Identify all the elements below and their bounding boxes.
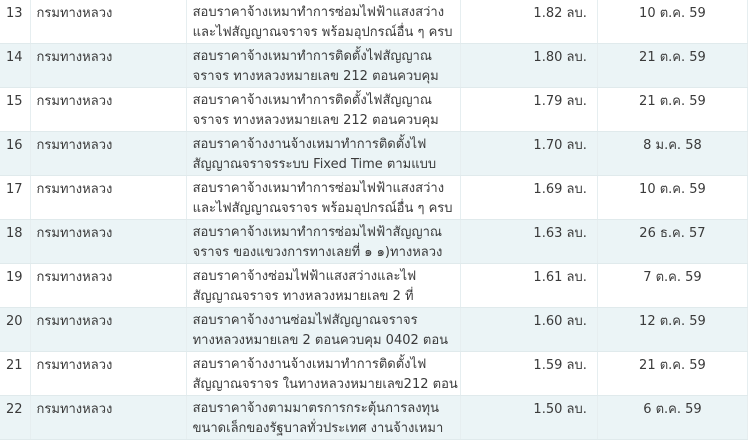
project-title-line-1[interactable]: สอบราคาจ้างเหมาทำการซ่อมไฟฟ้าแสงสว่าง [192,181,445,196]
project-title-line-1[interactable]: สอบราคาจ้างงานจ้างเหมาทำการติดตั้งไฟ [192,357,427,372]
date-cell: 7 ต.ค. 59 [597,263,749,308]
project-title-cell[interactable]: สอบราคาจ้างเหมาทำการติดตั้งไฟสัญญาณ จราจ… [186,43,461,88]
table-row: 13 กรมทางหลวง สอบราคาจ้างเหมาทำการซ่อมไฟ… [0,0,749,44]
table-row: 22 กรมทางหลวง สอบราคาจ้างตามมาตรการกระตุ… [0,395,749,440]
table-row: 19 กรมทางหลวง สอบราคาจ้างซ่อมไฟฟ้าแสงสว่… [0,263,749,308]
table-row: 16 กรมทางหลวง สอบราคาจ้างงานจ้างเหมาทำกา… [0,131,749,176]
agency-cell: กรมทางหลวง [30,131,187,176]
project-title-line-2[interactable]: จราจร ของแขวงการทางเลยที่ ๑ ๑)ทางหลวง [192,245,443,260]
project-title-cell[interactable]: สอบราคาจ้างเหมาทำการซ่อมไฟฟ้าแสงสว่าง แล… [186,0,461,44]
date-cell: 21 ต.ค. 59 [597,43,749,88]
row-number: 15 [0,87,31,132]
project-title-cell[interactable]: สอบราคาจ้างงานจ้างเหมาทำการติดตั้งไฟ สัญ… [186,351,461,396]
project-title-cell[interactable]: สอบราคาจ้างเหมาทำการซ่อมไฟฟ้าแสงสว่าง แล… [186,175,461,220]
date-cell: 8 ม.ค. 58 [597,131,749,176]
agency-cell: กรมทางหลวง [30,351,187,396]
date-cell: 26 ธ.ค. 57 [597,219,749,264]
budget-amount-cell: 1.79 ลบ. [460,87,598,132]
agency-cell: กรมทางหลวง [30,175,187,220]
project-title-line-1[interactable]: สอบราคาจ้างตามมาตรการกระตุ้นการลงทุน [192,401,439,416]
agency-cell: กรมทางหลวง [30,307,187,352]
project-title-line-1[interactable]: สอบราคาจ้างเหมาทำการติดตั้งไฟสัญญาณ [192,49,432,64]
project-title-line-1[interactable]: สอบราคาจ้างเหมาทำการซ่อมไฟฟ้าแสงสว่าง [192,5,445,20]
project-title-cell[interactable]: สอบราคาจ้างงานจ้างเหมาทำการติดตั้งไฟ สัญ… [186,131,461,176]
row-number: 16 [0,131,31,176]
row-number: 21 [0,351,31,396]
table-row: 15 กรมทางหลวง สอบราคาจ้างเหมาทำการติดตั้… [0,87,749,132]
date-cell: 6 ต.ค. 59 [597,395,749,440]
table-row: 14 กรมทางหลวง สอบราคาจ้างเหมาทำการติดตั้… [0,43,749,88]
project-title-line-1[interactable]: สอบราคาจ้างเหมาทำการซ่อมไฟฟ้าสัญญาณ [192,225,442,240]
row-number: 14 [0,43,31,88]
budget-amount-cell: 1.80 ลบ. [460,43,598,88]
project-title-line-2[interactable]: สัญญาณจราจร ในทางหลวงหมายเลข212 ตอน [192,377,458,392]
budget-amount-cell: 1.50 ลบ. [460,395,598,440]
budget-amount-cell: 1.69 ลบ. [460,175,598,220]
date-cell: 10 ต.ค. 59 [597,175,749,220]
row-number: 18 [0,219,31,264]
date-cell: 10 ต.ค. 59 [597,0,749,44]
project-title-line-2[interactable]: และไฟสัญญาณจราจร พร้อมอุปกรณ์อื่น ๆ ครบ [192,201,453,216]
project-title-cell[interactable]: สอบราคาจ้างเหมาทำการติดตั้งไฟสัญญาณ จราจ… [186,87,461,132]
project-title-line-1[interactable]: สอบราคาจ้างซ่อมไฟฟ้าแสงสว่างและไฟ [192,269,417,284]
project-title-line-2[interactable]: สัญญาณจราจร ทางหลวงหมายเลข 2 ที่ [192,289,414,304]
date-cell: 21 ต.ค. 59 [597,351,749,396]
agency-cell: กรมทางหลวง [30,43,187,88]
project-title-cell[interactable]: สอบราคาจ้างงานซ่อมไฟสัญญาณจราจร ทางหลวงห… [186,307,461,352]
table-row: 17 กรมทางหลวง สอบราคาจ้างเหมาทำการซ่อมไฟ… [0,175,749,220]
budget-amount-cell: 1.70 ลบ. [460,131,598,176]
row-number: 20 [0,307,31,352]
project-title-line-2[interactable]: ขนาดเล็กของรัฐบาลทั่วประเทศ งานจ้างเหมา [192,421,444,436]
agency-cell: กรมทางหลวง [30,0,187,44]
project-title-line-2[interactable]: ทางหลวงหมายเลข 2 ตอนควบคุม 0402 ตอน [192,333,449,348]
budget-amount-cell: 1.59 ลบ. [460,351,598,396]
project-title-line-1[interactable]: สอบราคาจ้างเหมาทำการติดตั้งไฟสัญญาณ [192,93,432,108]
budget-amount-cell: 1.63 ลบ. [460,219,598,264]
project-title-line-1[interactable]: สอบราคาจ้างงานซ่อมไฟสัญญาณจราจร [192,313,418,328]
table-row: 18 กรมทางหลวง สอบราคาจ้างเหมาทำการซ่อมไฟ… [0,219,749,264]
agency-cell: กรมทางหลวง [30,219,187,264]
project-title-line-2[interactable]: จราจร ทางหลวงหมายเลข 212 ตอนควบคุม [192,113,439,128]
table-row: 21 กรมทางหลวง สอบราคาจ้างงานจ้างเหมาทำกา… [0,351,749,396]
project-title-cell[interactable]: สอบราคาจ้างเหมาทำการซ่อมไฟฟ้าสัญญาณ จราจ… [186,219,461,264]
agency-cell: กรมทางหลวง [30,263,187,308]
row-number: 13 [0,0,31,44]
agency-cell: กรมทางหลวง [30,395,187,440]
row-number: 22 [0,395,31,440]
project-title-cell[interactable]: สอบราคาจ้างตามมาตรการกระตุ้นการลงทุน ขนา… [186,395,461,440]
project-title-line-2[interactable]: จราจร ทางหลวงหมายเลข 212 ตอนควบคุม [192,69,439,84]
budget-amount-cell: 1.60 ลบ. [460,307,598,352]
budget-amount-cell: 1.61 ลบ. [460,263,598,308]
row-number: 17 [0,175,31,220]
agency-cell: กรมทางหลวง [30,87,187,132]
project-title-cell[interactable]: สอบราคาจ้างซ่อมไฟฟ้าแสงสว่างและไฟ สัญญาณ… [186,263,461,308]
budget-amount-cell: 1.82 ลบ. [460,0,598,44]
row-number: 19 [0,263,31,308]
date-cell: 21 ต.ค. 59 [597,87,749,132]
table-row: 20 กรมทางหลวง สอบราคาจ้างงานซ่อมไฟสัญญาณ… [0,307,749,352]
date-cell: 12 ต.ค. 59 [597,307,749,352]
project-title-line-2[interactable]: และไฟสัญญาณจราจร พร้อมอุปกรณ์อื่น ๆ ครบ [192,25,453,40]
project-title-line-1[interactable]: สอบราคาจ้างงานจ้างเหมาทำการติดตั้งไฟ [192,137,427,152]
project-title-line-2[interactable]: สัญญาณจราจรระบบ Fixed Time ตามแบบ [192,157,437,172]
